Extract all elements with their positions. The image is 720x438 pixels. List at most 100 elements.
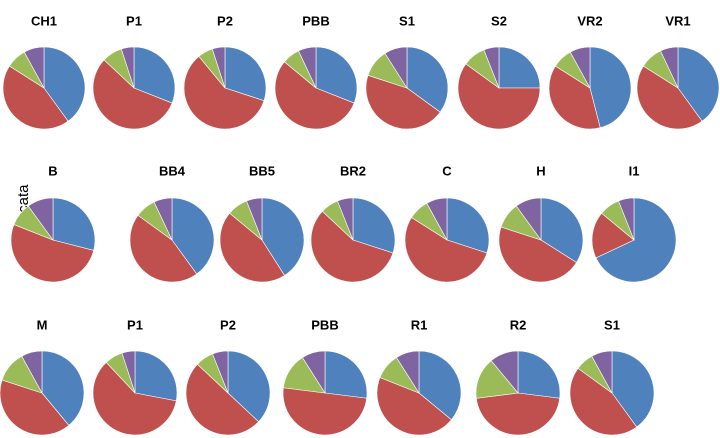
pie-slice-red	[365, 74, 441, 130]
pie-slice-blue	[498, 46, 541, 89]
pie-slice-red	[129, 214, 198, 283]
pie-title: S2	[491, 13, 507, 28]
pie-slice-blue	[517, 350, 561, 399]
pie-slice-purple	[246, 197, 263, 241]
pie-title: BB4	[159, 163, 186, 178]
pie-title: BB5	[249, 163, 275, 178]
pie-title: P2	[217, 13, 233, 28]
pie-slice-red	[219, 212, 285, 283]
pie-slice-blue	[315, 46, 358, 104]
pie-h-row2: H	[498, 163, 584, 283]
pie-slice-red	[591, 212, 635, 259]
pie-slice-purple	[121, 350, 136, 394]
pie-slice-red	[310, 210, 394, 283]
pie-s1-row3: S1	[569, 317, 655, 436]
pie-title: PBB	[302, 13, 329, 28]
pie-slice-purple	[618, 197, 635, 241]
pie-slice-purple	[211, 46, 226, 89]
pie-slice-purple	[384, 46, 408, 90]
pie-c-row2: C	[404, 163, 490, 283]
pie-slice-purple	[591, 350, 613, 394]
pie-slice-purple	[426, 197, 448, 241]
pie-slice-red	[274, 61, 355, 130]
pie-vr1-row1: VR1	[636, 13, 720, 130]
pie-p1-row1: P1	[92, 13, 176, 130]
pie-slice-blue	[589, 46, 632, 129]
pie-title: I1	[629, 163, 640, 178]
pie-title: P2	[220, 317, 236, 332]
pie-slice-purple	[23, 46, 45, 89]
pie-title: VR2	[577, 13, 602, 28]
pie-slice-red	[376, 377, 452, 436]
pie-r2-row3: R2	[475, 317, 561, 436]
pie-slice-blue	[446, 197, 490, 254]
pie-slice-red	[2, 65, 69, 130]
pie-slice-blue	[133, 46, 176, 104]
pie-title: CH1	[31, 13, 57, 28]
pie-slice-blue	[677, 46, 720, 122]
pie-slice-red	[282, 387, 368, 436]
pie-slice-purple	[660, 46, 679, 89]
pie-slice-purple	[21, 350, 43, 394]
pie-slice-blue	[171, 197, 215, 275]
pie-slice-red	[92, 59, 173, 130]
pie-slice-red	[183, 55, 265, 130]
pie-slice-purple	[302, 350, 326, 395]
pie-slice-purple	[569, 46, 591, 89]
pie-slice-purple	[27, 197, 54, 241]
pie-p2-row3: P2	[185, 317, 271, 436]
pie-slice-blue	[52, 197, 96, 251]
pie-vr2-row1: VR2	[548, 13, 632, 130]
pie-slice-blue	[134, 350, 178, 402]
pie-s1-row1: S1	[365, 13, 449, 130]
pie-slice-purple	[337, 197, 354, 241]
pie-title: M	[37, 317, 48, 332]
pie-pbb-row1: PBB	[274, 13, 358, 130]
pie-slice-red	[457, 63, 541, 130]
pie-title: S1	[399, 13, 415, 28]
pie-slice-purple	[153, 197, 173, 241]
pie-title: R2	[510, 317, 527, 332]
pie-pbb-row3: PBB	[282, 317, 368, 436]
pie-slice-purple	[396, 350, 420, 395]
pie-slice-blue	[224, 46, 267, 102]
pie-slice-purple	[515, 197, 542, 241]
pie-p2-row1: P2	[183, 13, 267, 130]
pie-slice-blue	[352, 197, 396, 254]
pie-slice-red	[404, 217, 488, 283]
pie-title: S1	[604, 317, 620, 332]
pie-slice-red	[548, 65, 601, 130]
pie-bb4-row2: BB4	[129, 163, 215, 283]
pie-slice-red	[185, 363, 260, 436]
pie-p1-row3: P1	[92, 317, 178, 436]
pie-slice-purple	[483, 46, 500, 89]
pie-slice-purple	[490, 350, 519, 394]
pie-slice-purple	[212, 350, 229, 394]
pie-slice-purple	[298, 46, 317, 89]
pie-slice-purple	[120, 46, 135, 89]
pie-slice-blue	[611, 350, 655, 428]
pie-slice-red	[636, 65, 703, 130]
pie-slice-blue	[324, 350, 368, 399]
pie-grid: CH1 P1 P2 PBB S1 S2 VR2 VR1 B BB4 BB5 BR2 C H I1 M P1 P2 P…	[0, 13, 720, 436]
pie-ch1-row1: CH1	[2, 13, 86, 130]
pie-slice-blue	[41, 350, 85, 426]
pie-title: H	[536, 163, 545, 178]
pie-slice-red	[0, 379, 70, 436]
pie-r1-row3: R1	[376, 317, 462, 436]
pie-slice-blue	[406, 46, 449, 113]
pie-title: B	[48, 163, 57, 178]
pie-slice-blue	[227, 350, 271, 423]
pie-br2-row2: BR2	[310, 163, 396, 283]
pie-b-row2: B	[10, 163, 96, 283]
pie-slice-red	[498, 226, 577, 283]
pie-title: VR1	[665, 13, 690, 28]
pie-slice-blue	[595, 197, 677, 283]
pie-i1-row2: I1	[591, 163, 677, 283]
pie-slice-red	[10, 224, 95, 283]
pie-title: R1	[411, 317, 428, 332]
pie-slice-blue	[418, 350, 462, 421]
pie-title: PBB	[311, 317, 338, 332]
pie-bb5-row2: BB5	[219, 163, 305, 283]
